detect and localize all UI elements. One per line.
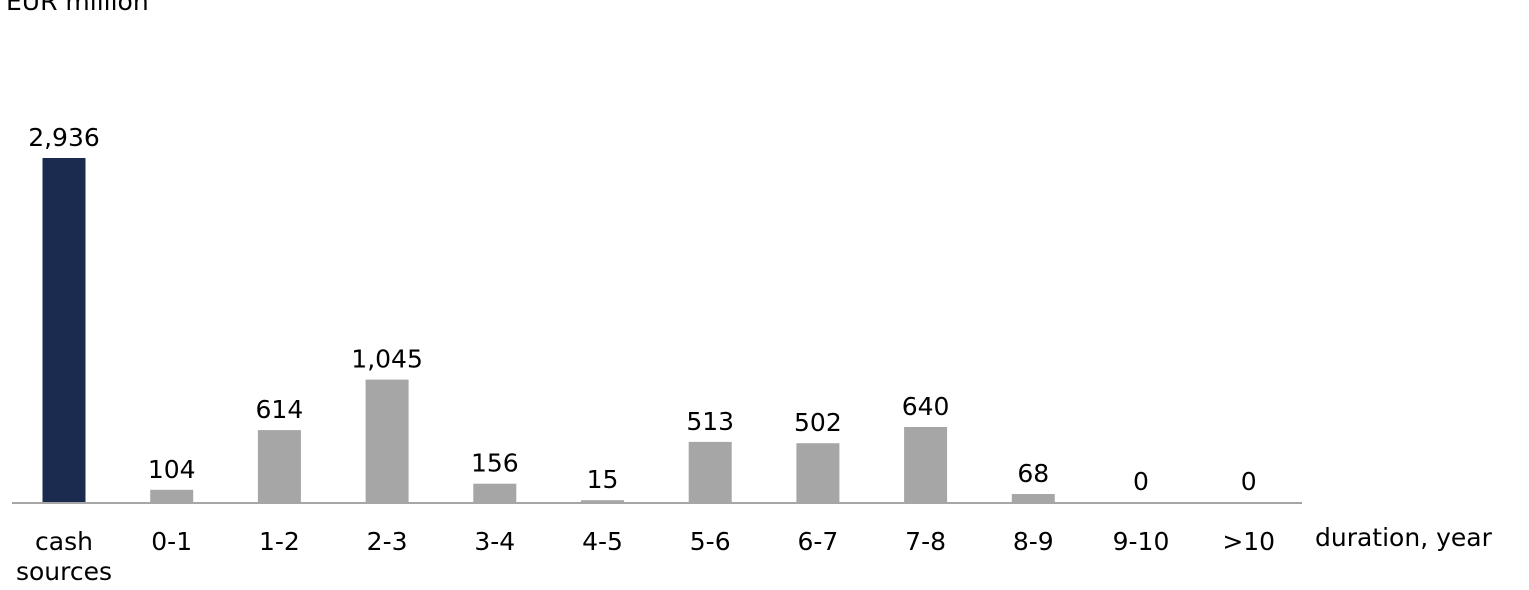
value-label-4: 156 [471, 449, 519, 478]
tick-label-6: 5-6 [690, 527, 731, 556]
x-axis-title: duration, year [1315, 523, 1493, 552]
value-label-11: 0 [1241, 467, 1257, 496]
tick-label-2: 1-2 [259, 527, 300, 556]
tick-label-4: 3-4 [474, 527, 515, 556]
tick-label-0: cash sources [16, 527, 112, 586]
bar-6 [688, 441, 732, 502]
bar-2 [257, 430, 301, 502]
tick-label-3: 2-3 [367, 527, 408, 556]
unit-label: EUR million [6, 0, 149, 16]
value-label-1: 104 [148, 455, 196, 484]
value-labels-group: 2,936 104 614 1,045 156 15 513 502 640 68 0 0 [28, 123, 1256, 496]
tick-label-5: 4-5 [582, 527, 623, 556]
tick-label-10: 9-10 [1113, 527, 1170, 556]
tick-label-1: 0-1 [151, 527, 192, 556]
tick-label-11: >10 [1222, 527, 1275, 556]
value-label-6: 513 [686, 407, 734, 436]
value-label-7: 502 [794, 408, 842, 437]
value-label-8: 640 [902, 392, 950, 421]
tick-label-9: 8-9 [1013, 527, 1054, 556]
bars-group [42, 158, 1055, 502]
value-label-5: 15 [587, 465, 619, 494]
tick-label-8: 7-8 [905, 527, 946, 556]
value-label-10: 0 [1133, 467, 1149, 496]
bar-8 [904, 427, 948, 502]
tick-label-7: 6-7 [797, 527, 838, 556]
value-label-9: 68 [1017, 459, 1049, 488]
bar-5 [581, 500, 624, 502]
bar-0 [42, 158, 86, 502]
bar-9 [1011, 494, 1055, 502]
bar-4 [473, 483, 517, 502]
value-label-2: 614 [256, 395, 304, 424]
bar-1 [150, 489, 194, 502]
bar-7 [796, 443, 840, 502]
value-label-3: 1,045 [351, 345, 423, 374]
bar-3 [365, 379, 409, 502]
tick-labels-group: cash sources 0-1 1-2 2-3 3-4 4-5 5-6 6-7 7-8 8-9 9-… [16, 527, 1275, 586]
value-label-0: 2,936 [28, 123, 100, 152]
